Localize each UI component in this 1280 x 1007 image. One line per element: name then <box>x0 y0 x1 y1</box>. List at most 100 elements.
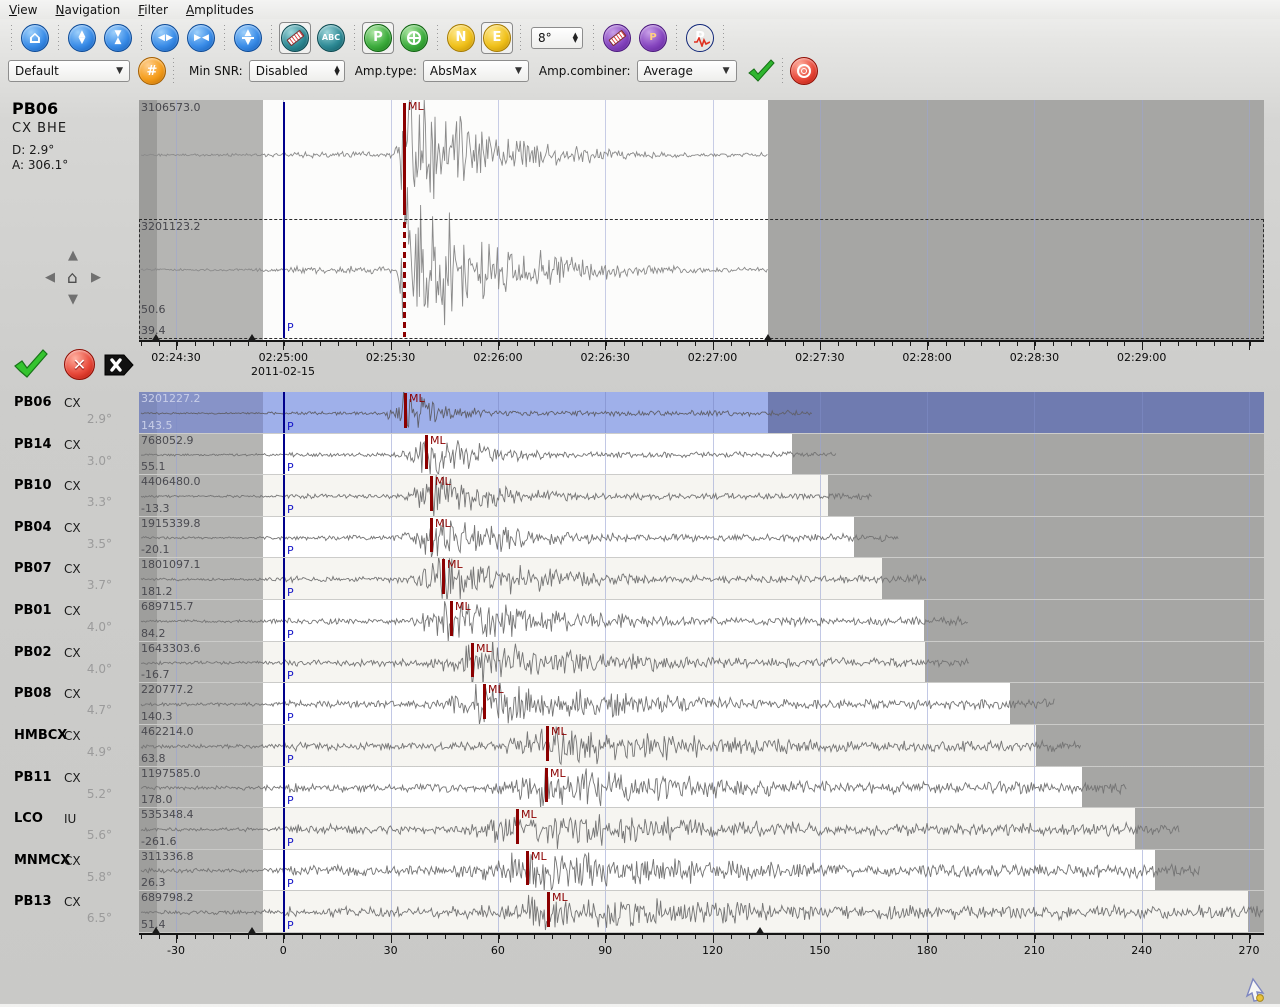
ml-pick-line[interactable] <box>516 809 519 844</box>
nav-down-icon[interactable]: ▼ <box>68 292 78 307</box>
trace-row-pb14[interactable]: PML768052.955.1 <box>139 434 1264 474</box>
skip-station-button[interactable] <box>104 352 134 382</box>
trace-row-pb01[interactable]: PML689715.784.2 <box>139 600 1264 641</box>
ml-pick-line[interactable] <box>450 601 453 636</box>
trace-row-pb08[interactable]: PML220777.2140.3 <box>139 683 1264 724</box>
station-row-label[interactable]: HMBCXCX4.9° <box>0 725 139 766</box>
ml-pick-line[interactable] <box>547 892 550 927</box>
ml-pick-line[interactable] <box>403 103 406 215</box>
amp-type-select[interactable]: AbsMax▼ <box>423 60 529 82</box>
recompute-amplitudes-button[interactable] <box>788 55 820 87</box>
menu-amplitudes[interactable]: Amplitudes <box>177 1 263 19</box>
time-expand-button[interactable]: ◀ ▶ <box>149 22 181 54</box>
p-pick-line[interactable] <box>283 642 285 682</box>
p-pick-line[interactable] <box>283 767 285 807</box>
globe-button[interactable] <box>398 22 430 54</box>
window-marker-icon[interactable] <box>763 334 773 342</box>
ml-pick-line-dashed[interactable] <box>403 222 406 337</box>
ml-pick-line[interactable] <box>526 851 529 885</box>
component-e-button[interactable]: E <box>481 22 513 54</box>
amplitude-compress-button[interactable]: ▼▲ <box>102 22 134 54</box>
trace-row-pb07[interactable]: PML1801097.1181.2 <box>139 558 1264 599</box>
ml-pick-line[interactable] <box>483 684 486 719</box>
accept-amplitude-button[interactable] <box>12 348 48 384</box>
normalize-amplitude-button[interactable]: ▲▼ <box>232 22 264 54</box>
station-row-label[interactable]: PB10CX3.3° <box>0 475 139 516</box>
apply-pick-button[interactable]: P <box>637 22 669 54</box>
station-row-label[interactable]: PB14CX3.0° <box>0 434 139 474</box>
station-row-label[interactable]: LCOIU5.6° <box>0 808 139 849</box>
snr-hash-button[interactable]: # <box>136 55 168 87</box>
station-row-label[interactable]: MNMCXCX5.8° <box>0 850 139 890</box>
station-row-label[interactable]: PB01CX4.0° <box>0 600 139 641</box>
station-row-label[interactable]: PB02CX4.0° <box>0 642 139 682</box>
p-pick-line[interactable] <box>283 558 285 599</box>
station-row-label[interactable]: PB13CX6.5° <box>0 891 139 932</box>
trace-row-hmbcx[interactable]: PML462214.063.8 <box>139 725 1264 766</box>
filter-profile-select[interactable]: Default▼ <box>8 60 130 82</box>
theoretical-p-button[interactable]: P <box>684 22 716 54</box>
window-marker-icon[interactable] <box>247 927 257 935</box>
trace-row-mnmcx[interactable]: PML311336.826.3 <box>139 850 1264 890</box>
trace-row-pb06[interactable]: PML3201227.2143.5 <box>139 392 1264 433</box>
window-marker-icon[interactable] <box>755 927 765 935</box>
ml-pick-line[interactable] <box>545 768 548 802</box>
window-marker-icon[interactable] <box>151 927 161 935</box>
trace-row-pb02[interactable]: PML1643303.6-16.7 <box>139 642 1264 682</box>
phase-p-button[interactable]: P <box>362 22 394 54</box>
menu-view[interactable]: View <box>0 1 46 19</box>
station-row-label[interactable]: PB07CX3.7° <box>0 558 139 599</box>
reset-view-button[interactable]: ⌂ <box>19 22 51 54</box>
trace-row-pb13[interactable]: PML689798.251.4 <box>139 891 1264 932</box>
zoom-trace-panel[interactable]: PML3106573.050.63201123.239.4 <box>139 100 1264 342</box>
spinner-arrows-icon[interactable]: ▲▼ <box>573 33 578 43</box>
p-pick-line[interactable] <box>283 891 285 932</box>
nav-right-icon[interactable]: ▶ <box>91 270 101 285</box>
p-pick-line[interactable] <box>283 434 285 474</box>
p-pick-line[interactable] <box>283 850 285 890</box>
p-pick-line[interactable] <box>283 808 285 849</box>
rotation-angle-spinbox[interactable]: 8°▲▼ <box>531 27 583 49</box>
ml-pick-line[interactable] <box>430 476 433 511</box>
p-pick-line[interactable] <box>283 517 285 557</box>
ml-pick-line[interactable] <box>425 435 428 469</box>
ml-pick-line[interactable] <box>430 518 433 552</box>
spinner-arrows-icon[interactable]: ▲▼ <box>334 66 339 76</box>
menu-filter[interactable]: Filter <box>129 1 177 19</box>
p-pick-line[interactable] <box>283 683 285 724</box>
menu-navigation[interactable]: Navigation <box>46 1 129 19</box>
amplitude-expand-button[interactable]: ▲▼ <box>66 22 98 54</box>
nav-left-icon[interactable]: ◀ <box>45 270 55 285</box>
trace-row-pb04[interactable]: PML1915339.8-20.1 <box>139 517 1264 557</box>
ml-pick-line[interactable] <box>471 643 474 677</box>
window-marker-icon[interactable] <box>247 334 257 342</box>
reject-amplitude-button[interactable]: ✕ <box>64 349 95 380</box>
min-snr-spinbox[interactable]: Disabled ▲▼ <box>249 60 345 82</box>
nav-home-icon[interactable]: ⌂ <box>67 268 78 288</box>
p-pick-line[interactable] <box>283 102 285 338</box>
window-marker-icon[interactable] <box>151 334 161 342</box>
p-pick-line[interactable] <box>283 392 285 433</box>
component-n-button[interactable]: N <box>445 22 477 54</box>
trace-row-pb11[interactable]: PML1197585.0178.0 <box>139 767 1264 807</box>
nav-up-icon[interactable]: ▲ <box>68 248 78 263</box>
labels-abc-button[interactable]: ABC <box>315 22 347 54</box>
ml-pick-line[interactable] <box>404 393 407 428</box>
station-row-label[interactable]: PB08CX4.7° <box>0 683 139 724</box>
station-trace-list[interactable]: PML3201227.2143.5PML768052.955.1PML44064… <box>139 392 1264 935</box>
p-pick-line[interactable] <box>283 725 285 766</box>
ml-pick-line[interactable] <box>442 559 445 594</box>
p-pick-line[interactable] <box>283 600 285 641</box>
time-compress-button[interactable]: ▶ ◀ <box>185 22 217 54</box>
station-row-label[interactable]: PB11CX5.2° <box>0 767 139 807</box>
measure-ruler-button[interactable] <box>279 22 311 54</box>
amp-combiner-select[interactable]: Average▼ <box>637 60 737 82</box>
trace-row-pb10[interactable]: PML4406480.0-13.3 <box>139 475 1264 516</box>
p-pick-line[interactable] <box>283 475 285 516</box>
commit-amplitudes-button[interactable] <box>745 55 777 87</box>
amplitude-ruler-button[interactable] <box>601 22 633 54</box>
station-row-label[interactable]: PB06CX2.9° <box>0 392 139 433</box>
ml-pick-line[interactable] <box>546 726 549 761</box>
station-row-label[interactable]: PB04CX3.5° <box>0 517 139 557</box>
trace-row-lco[interactable]: PML535348.4-261.6 <box>139 808 1264 849</box>
